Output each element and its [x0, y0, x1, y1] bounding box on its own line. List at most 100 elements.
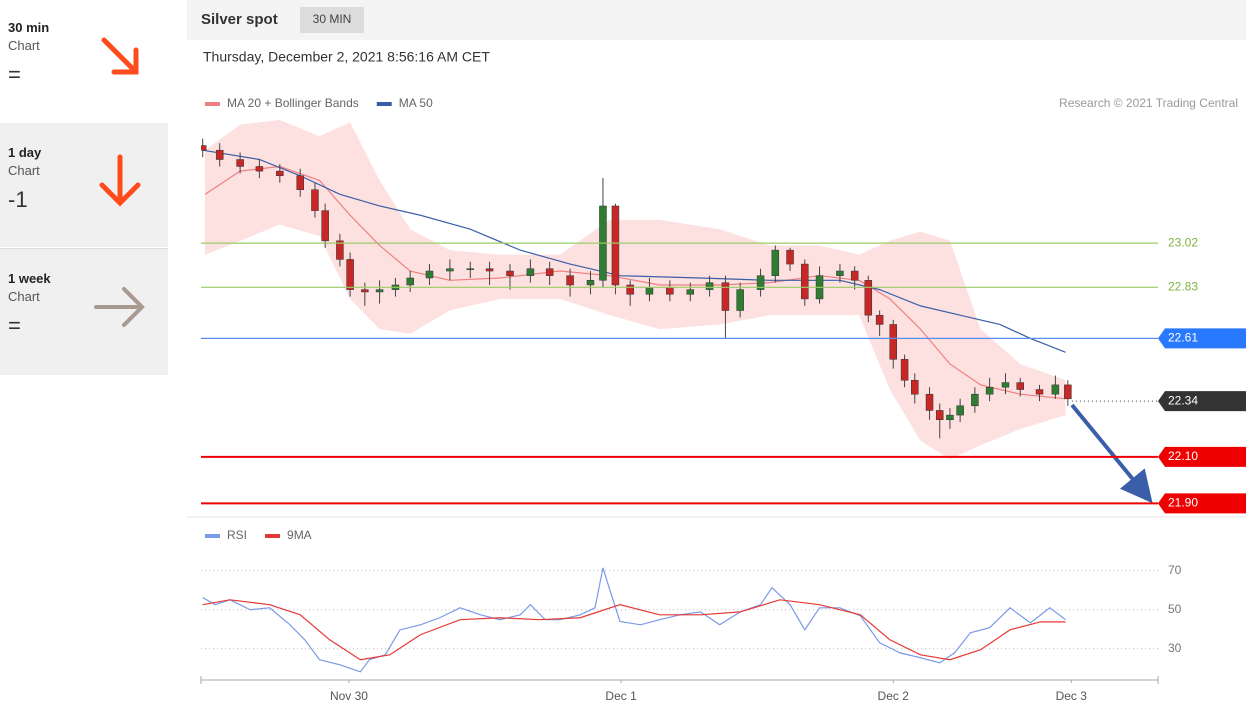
signal-card[interactable]: 30 min Chart =: [0, 0, 168, 122]
instrument-title: Silver spot: [201, 11, 278, 28]
credit: Research © 2021 Trading Central: [1059, 96, 1238, 110]
candle-body: [850, 270, 859, 281]
signal-card[interactable]: 1 week Chart =: [0, 248, 168, 375]
candle-body: [736, 289, 744, 311]
legend-label: RSI: [227, 528, 247, 542]
candle-body: [889, 324, 897, 360]
candle-body: [1016, 382, 1024, 390]
candle-body: [985, 386, 994, 395]
candle-body: [925, 393, 934, 411]
series-line: [202, 599, 1066, 661]
candle-body: [875, 314, 884, 325]
card-title: 1 day: [8, 145, 42, 160]
level-label: 22.10: [1168, 449, 1198, 463]
candle-body: [506, 270, 514, 276]
candle-body: [786, 249, 794, 265]
candle-body: [375, 289, 384, 293]
candle-body: [686, 289, 695, 295]
card-subtitle: Chart: [8, 38, 40, 53]
candle-body: [611, 205, 620, 286]
level-label: 21.90: [1168, 496, 1198, 510]
card-value: =: [8, 313, 21, 338]
candle-body: [1035, 389, 1044, 395]
candle-body: [425, 270, 434, 279]
y-tick-label: 70: [1168, 563, 1182, 577]
candle-body: [296, 175, 304, 190]
arrow-icon: [99, 154, 141, 207]
forecast-arrow: [1070, 403, 1153, 504]
candle-body: [321, 210, 329, 242]
bollinger-band: [204, 120, 1066, 460]
signal-card[interactable]: 1 day Chart -1: [0, 123, 168, 247]
candle-body: [911, 379, 919, 395]
x-tick-label: Nov 30: [330, 689, 368, 703]
card-value: -1: [8, 187, 28, 212]
card-title: 1 week: [8, 271, 51, 286]
candle-body: [466, 268, 475, 270]
level-label: 22.83: [1168, 279, 1198, 293]
candle-body: [566, 275, 574, 286]
candle-body: [626, 284, 634, 295]
candle-body: [971, 393, 979, 407]
x-tick-label: Dec 2: [878, 689, 910, 703]
candle-body: [215, 149, 224, 160]
level-tag: [1158, 391, 1246, 412]
y-tick-label: 30: [1168, 641, 1182, 655]
x-tick-label: Dec 1: [605, 689, 637, 703]
candle-body: [946, 414, 954, 420]
legend-swatch: [376, 102, 392, 106]
candle-body: [485, 268, 494, 272]
arrow-icon: [94, 287, 145, 327]
series-line: [202, 567, 1066, 673]
legend-swatch: [265, 534, 281, 538]
level-label: 23.02: [1168, 235, 1198, 249]
card-title: 30 min: [8, 20, 50, 35]
interval-label: 30 MIN: [313, 12, 352, 26]
candle-body: [201, 145, 207, 151]
candle-body: [900, 359, 909, 381]
candle-body: [586, 280, 595, 286]
candle-body: [311, 189, 319, 211]
y-tick-label: 50: [1168, 602, 1182, 616]
candle-body: [406, 277, 414, 286]
x-tick-label: Dec 3: [1056, 689, 1088, 703]
candle-body: [801, 263, 809, 300]
candle-body: [276, 170, 284, 177]
candle-body: [446, 268, 454, 272]
candle-body: [721, 282, 730, 311]
candle-body: [236, 159, 244, 167]
level-tag: [1158, 493, 1246, 514]
candle-body: [836, 270, 844, 276]
candle-body: [645, 287, 654, 295]
legend-label: MA 20 + Bollinger Bands: [227, 96, 359, 110]
level-label: 22.34: [1168, 393, 1198, 407]
series-line: [204, 165, 1066, 400]
legend-label: MA 50: [399, 96, 433, 110]
candle-body: [935, 410, 944, 420]
interval-badge[interactable]: [300, 7, 364, 33]
candle-body: [705, 282, 714, 290]
candle-body: [864, 280, 873, 316]
card-value: =: [8, 62, 21, 87]
candle-body: [545, 268, 554, 276]
candle-body: [361, 289, 369, 293]
candle-body: [1064, 384, 1072, 400]
card-subtitle: Chart: [8, 289, 40, 304]
legend-swatch: [205, 534, 220, 538]
card-subtitle: Chart: [8, 163, 40, 178]
timestamp: Thursday, December 2, 2021 8:56:16 AM CE…: [203, 49, 490, 65]
candle-body: [336, 240, 344, 260]
candle-body: [1051, 384, 1060, 395]
candle-body: [526, 268, 535, 276]
candle-body: [771, 249, 780, 276]
candle-body: [956, 405, 964, 416]
legend-label: 9MA: [287, 528, 312, 542]
candle-body: [255, 166, 264, 172]
candle-body: [346, 259, 354, 290]
level-tag: [1158, 328, 1246, 349]
candle-body: [666, 287, 674, 295]
series-line: [202, 149, 1066, 353]
candle-body: [1001, 382, 1010, 388]
candle-body: [756, 275, 765, 290]
